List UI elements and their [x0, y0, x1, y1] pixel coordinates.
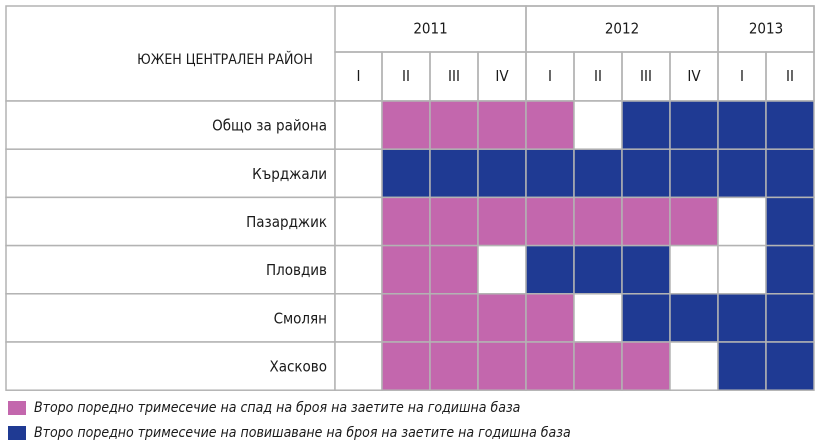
heatmap-cell	[669, 196, 719, 247]
quarter-label: III	[640, 67, 652, 85]
quarter-label: I	[357, 67, 361, 85]
heatmap-cell	[765, 100, 815, 150]
row-label-cell	[5, 244, 336, 295]
heatmap-cell	[429, 244, 479, 295]
heatmap-cell	[477, 293, 527, 343]
row-label: Пазарджик	[246, 213, 327, 231]
heatmap-cell	[381, 293, 431, 343]
heatmap-cell	[573, 100, 623, 150]
heatmap-cell	[525, 244, 575, 295]
year-label: 2013	[749, 20, 783, 38]
row-label: Хасково	[269, 358, 327, 376]
heatmap-cell	[525, 148, 575, 199]
quarter-label: II	[786, 67, 794, 85]
heatmap-cell	[621, 148, 671, 199]
heatmap-cell	[334, 293, 383, 343]
heatmap-cell	[717, 244, 767, 295]
heatmap-cell	[429, 100, 479, 150]
year-label: 2011	[413, 20, 447, 38]
legend-label-increase: Второ поредно тримесечие на повишаване н…	[34, 425, 571, 441]
heatmap-cell	[381, 196, 431, 247]
legend-item-increase: Второ поредно тримесечие на повишаване н…	[8, 423, 808, 443]
legend-swatch-decline	[8, 401, 26, 415]
heatmap-cell	[765, 148, 815, 199]
row-label: Кърджали	[252, 165, 327, 183]
heatmap-cell	[621, 244, 671, 295]
heatmap-cell	[381, 148, 431, 199]
heatmap-cell	[717, 293, 767, 343]
quarter-label: I	[740, 67, 744, 85]
year-label: 2012	[605, 20, 639, 38]
row-label: Пловдив	[266, 261, 327, 279]
heatmap-cell	[573, 244, 623, 295]
heatmap-cell	[525, 293, 575, 343]
heatmap-cell	[573, 148, 623, 199]
heatmap-cell	[621, 196, 671, 247]
heatmap-cell	[573, 196, 623, 247]
heatmap-cell	[334, 341, 383, 391]
heatmap-cell	[525, 196, 575, 247]
heatmap-cell	[477, 196, 527, 247]
heatmap-cell	[669, 341, 719, 391]
heatmap-cell	[477, 244, 527, 295]
heatmap-cell	[717, 100, 767, 150]
heatmap-cell	[765, 341, 815, 391]
header-area	[5, 5, 815, 102]
heatmap-cell	[477, 341, 527, 391]
heatmap-cell	[621, 341, 671, 391]
heatmap-cell	[669, 293, 719, 343]
quarter-label: II	[594, 67, 602, 85]
heatmap-cell	[381, 100, 431, 150]
row-label-cell	[5, 341, 336, 391]
heatmap-cell	[621, 100, 671, 150]
row-label-cell	[5, 148, 336, 199]
legend-swatch-increase	[8, 426, 26, 440]
heatmap-cell	[334, 100, 383, 150]
heatmap-cell	[477, 100, 527, 150]
heatmap-cell	[669, 244, 719, 295]
heatmap-cell	[429, 341, 479, 391]
heatmap-cell	[765, 196, 815, 247]
row-label: Смолян	[274, 309, 327, 327]
heatmap-cell	[765, 244, 815, 295]
quarter-label: I	[548, 67, 552, 85]
quarter-label: IV	[687, 67, 701, 85]
quarter-label: IV	[495, 67, 509, 85]
heatmap-cell	[429, 293, 479, 343]
legend-label-decline: Второ поредно тримесечие на спад на броя…	[34, 400, 521, 416]
row-label: Общо за района	[212, 117, 327, 135]
corner-label: ЮЖЕН ЦЕНТРАЛЕН РАЙОН	[137, 50, 313, 68]
heatmap-cell	[525, 100, 575, 150]
heatmap-cell	[381, 341, 431, 391]
heatmap-cell	[717, 196, 767, 247]
heatmap-cell	[429, 148, 479, 199]
heatmap-cell	[573, 293, 623, 343]
heatmap-cell	[381, 244, 431, 295]
quarter-label: III	[448, 67, 460, 85]
legend-item-decline: Второ поредно тримесечие на спад на броя…	[8, 398, 808, 418]
heatmap-cell	[717, 341, 767, 391]
heatmap-cell	[717, 148, 767, 199]
heatmap-cell	[334, 148, 383, 199]
heatmap-cell	[429, 196, 479, 247]
heatmap-cell	[669, 148, 719, 199]
heatmap-cell	[334, 196, 383, 247]
heatmap-cell	[765, 293, 815, 343]
heatmap-cell	[477, 148, 527, 199]
heatmap-cell	[525, 341, 575, 391]
heatmap-cell	[334, 244, 383, 295]
heatmap-cell	[621, 293, 671, 343]
heatmap-cell	[573, 341, 623, 391]
heatmap-cell	[669, 100, 719, 150]
quarter-label: II	[402, 67, 410, 85]
